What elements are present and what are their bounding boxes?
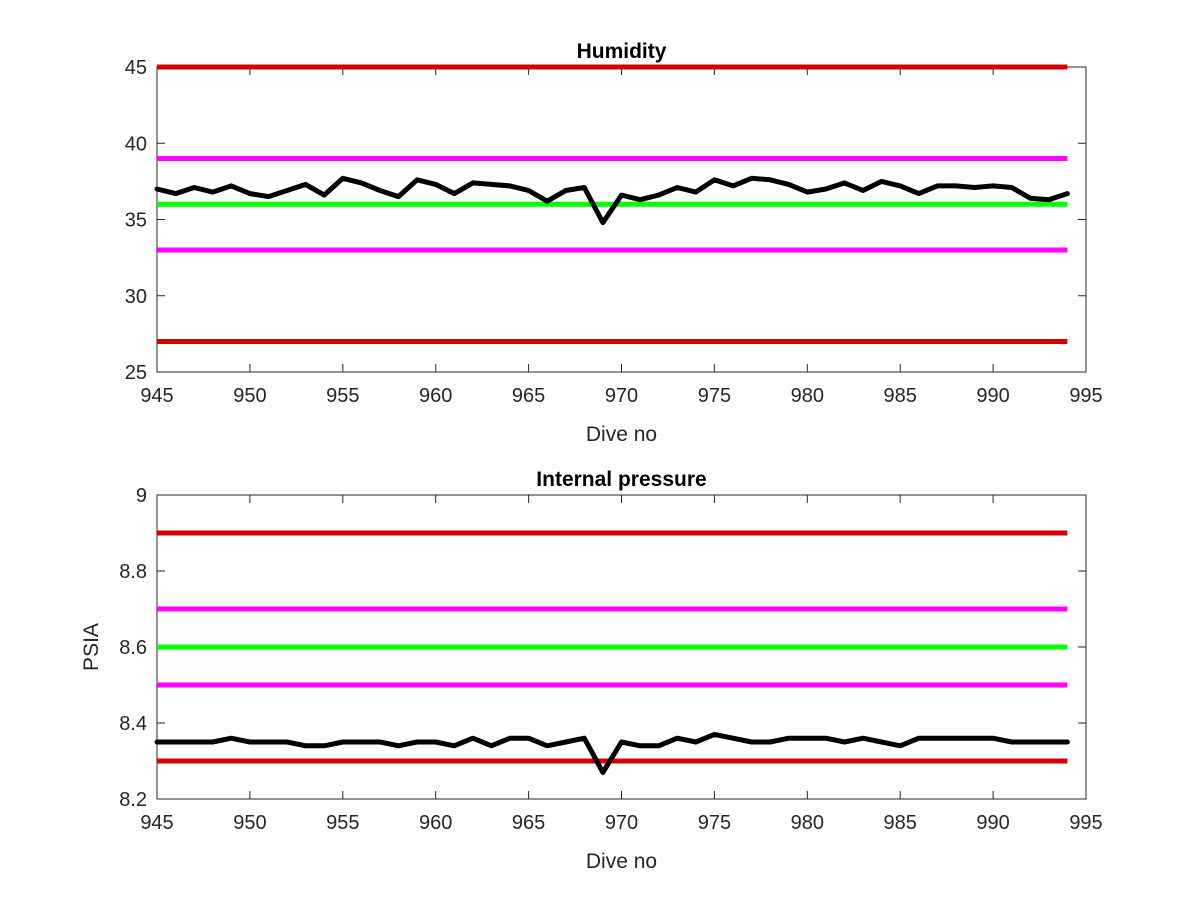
x-tick-label: 985 [884,385,917,407]
x-axis-label: Dive no [586,423,657,446]
subplot-2: 945 950 955 960 965 970 975 980 985 990 995 8.2 8.4 8… [80,468,1103,873]
x-tick-label: 985 [884,812,917,834]
subplot-1: 945 950 955 960 965 970 975 980 985 990 995 25 30 35 4… [125,40,1103,446]
x-tick-label: 965 [512,812,545,834]
y-tick-label: 30 [125,286,147,308]
x-tick-label: 955 [326,812,359,834]
x-tick-label: 995 [1069,385,1102,407]
x-tick-label: 980 [791,812,824,834]
chart-title: Internal pressure [536,468,706,491]
x-tick-label: 975 [698,385,731,407]
x-tick-label: 960 [419,385,452,407]
x-axis-label: Dive no [586,850,657,873]
x-tick-label: 955 [326,385,359,407]
x-tick-label: 965 [512,385,545,407]
y-tick-label: 9 [136,485,147,507]
chart-title: Humidity [577,40,667,63]
data-series-line [154,175,1070,226]
y-tick-label: 8.2 [119,789,147,811]
x-tick-label: 990 [976,812,1009,834]
y-tick-label: 8.6 [119,637,147,659]
x-tick-label: 960 [419,812,452,834]
y-tick-label: 40 [125,133,147,155]
x-tick-label: 945 [140,385,173,407]
x-tick-label: 945 [140,812,173,834]
x-tick-label: 970 [605,385,638,407]
axes-box [156,66,1087,373]
x-tick-label: 990 [976,385,1009,407]
y-tick-label: 45 [125,57,147,79]
y-axis-label: PSIA [80,623,103,671]
data-series-line [154,731,1070,775]
y-tick-label: 35 [125,210,147,232]
y-tick-label: 8.4 [119,713,147,735]
x-tick-label: 950 [233,812,266,834]
y-tick-label: 8.8 [119,561,147,583]
x-tick-label: 950 [233,385,266,407]
y-tick-label: 25 [125,362,147,384]
x-tick-label: 995 [1069,812,1102,834]
x-tick-label: 980 [791,385,824,407]
x-tick-label: 970 [605,812,638,834]
x-tick-label: 975 [698,812,731,834]
